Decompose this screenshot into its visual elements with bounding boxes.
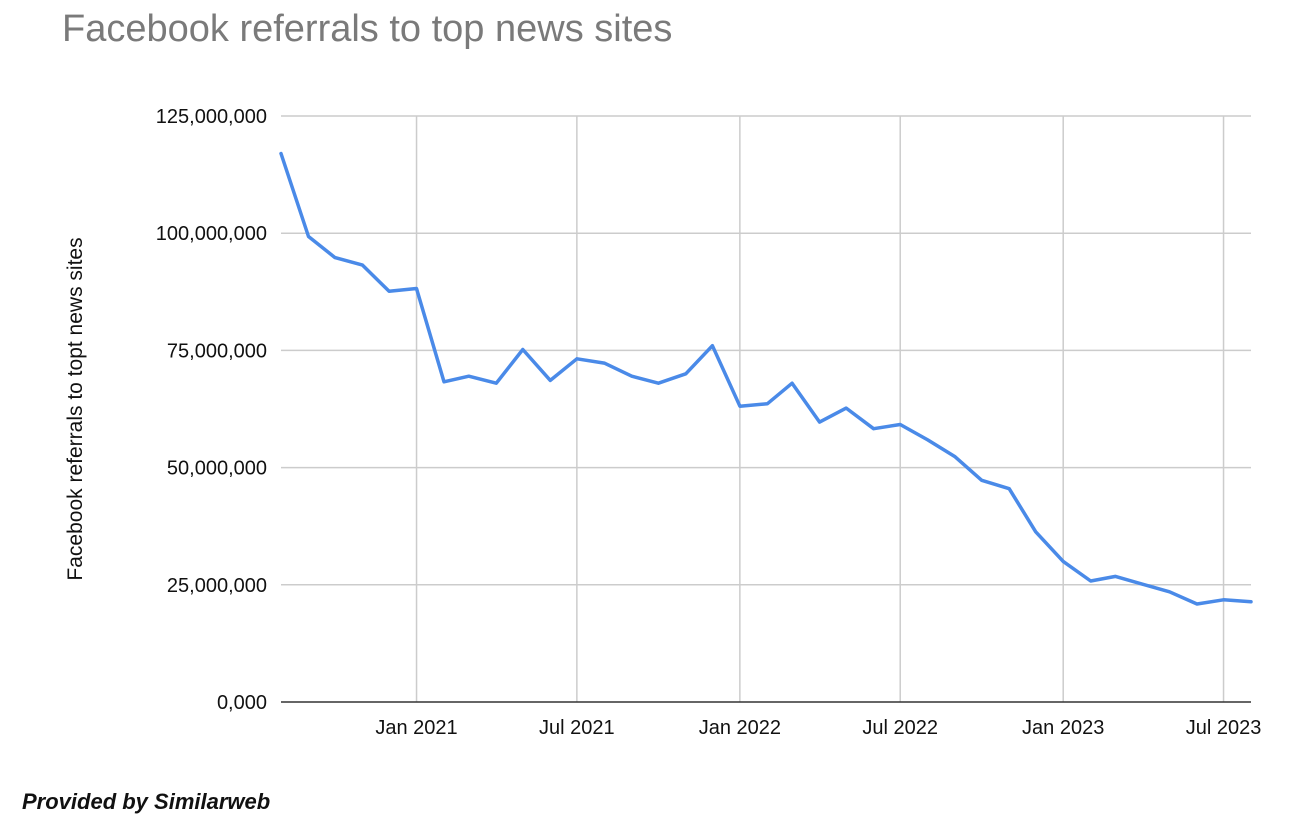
x-tick-label: Jul 2021	[539, 717, 615, 739]
x-tick-label: Jan 2023	[1022, 717, 1104, 739]
chart-title: Facebook referrals to top news sites	[62, 8, 673, 50]
x-axis-tick-labels: Jan 2021 Jul 2021 Jan 2022 Jul 2022 Jan 2023…	[375, 717, 1261, 739]
y-tick-label: 25,000,000	[167, 575, 267, 597]
x-tick-label: Jan 2022	[699, 717, 781, 739]
x-tick-label: Jan 2021	[375, 717, 457, 739]
grid-lines	[281, 115, 1251, 702]
credit-caption: Provided by Similarweb	[22, 789, 271, 814]
y-tick-label: 100,000,000	[156, 223, 267, 245]
series-line	[279, 151, 1253, 606]
x-tick-label: Jul 2023	[1186, 717, 1262, 739]
y-axis-title: Facebook referrals to topt news sites	[64, 237, 87, 580]
y-tick-label: 125,000,000	[156, 106, 267, 128]
y-tick-label: 50,000,000	[167, 458, 267, 480]
x-tick-label: Jul 2022	[862, 717, 938, 739]
y-tick-label: 75,000,000	[167, 340, 267, 362]
y-axis-tick-labels: 0,000 25,000,000 50,000,000 75,000,000 100,0…	[156, 106, 267, 714]
y-tick-label: 0,000	[217, 692, 267, 714]
